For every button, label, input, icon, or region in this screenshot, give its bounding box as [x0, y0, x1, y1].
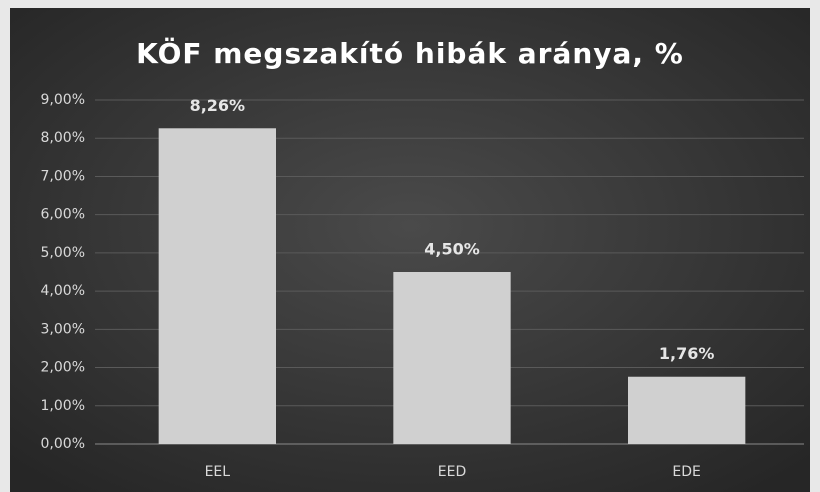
x-tick-label: EEL — [205, 464, 231, 480]
y-tick-label: 0,00% — [41, 436, 85, 452]
value-label: 4,50% — [424, 240, 480, 259]
y-tick-label: 6,00% — [41, 207, 85, 223]
bar — [393, 272, 511, 444]
y-tick-label: 5,00% — [41, 245, 85, 261]
y-tick-label: 4,00% — [41, 283, 85, 299]
y-tick-label: 9,00% — [41, 92, 85, 108]
y-tick-label: 7,00% — [41, 168, 85, 184]
bar — [628, 376, 746, 444]
x-tick-label: EDE — [672, 464, 700, 480]
y-tick-label: 2,00% — [41, 360, 85, 376]
value-label: 1,76% — [659, 344, 715, 363]
y-tick-label: 8,00% — [41, 130, 85, 146]
bar — [158, 128, 276, 445]
chart-title: KÖF megszakító hibák aránya, % — [136, 36, 684, 70]
x-tick-label: EED — [438, 464, 466, 480]
y-tick-label: 3,00% — [41, 321, 85, 337]
y-tick-label: 1,00% — [41, 398, 85, 414]
value-label: 8,26% — [190, 96, 246, 115]
